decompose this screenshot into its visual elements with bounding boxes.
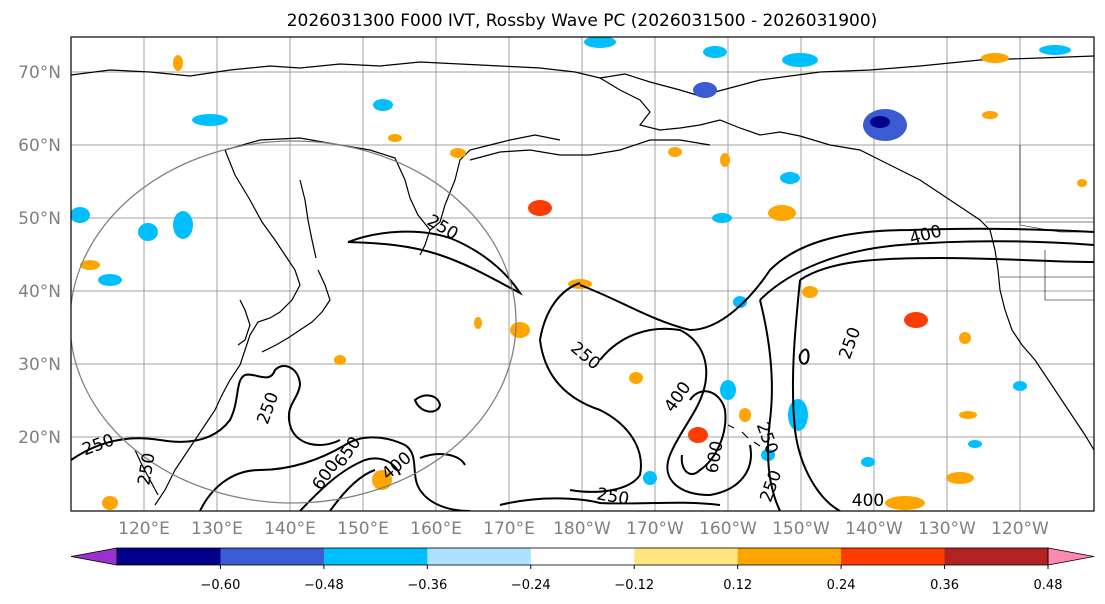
longitude-labels: 120°E 130°E 140°E 150°E 160°E 170°E 180°…	[118, 519, 1049, 539]
latitude-labels: 70°N 60°N 50°N 40°N 30°N 20°N	[18, 63, 61, 448]
colorbar-tick-label: 0.36	[930, 578, 959, 593]
colorbar-tick-label: −0.60	[201, 578, 241, 593]
colorbar-under-extension	[70, 547, 118, 566]
lat-label: 20°N	[18, 428, 61, 448]
lon-label: 150°E	[337, 519, 389, 539]
map-frame	[70, 36, 1095, 512]
colorbar-segment	[530, 548, 635, 565]
lon-label: 160°W	[699, 519, 757, 539]
contour-label: 400	[852, 491, 884, 511]
lon-label: 170°W	[626, 519, 684, 539]
lat-label: 40°N	[18, 282, 61, 302]
colorbar-tick-label: 0.12	[723, 578, 752, 593]
lon-label: 170°E	[483, 519, 535, 539]
map-title: 2026031300 F000 IVT, Rossby Wave PC (202…	[287, 11, 878, 31]
lon-label: 150°W	[772, 519, 830, 539]
colorbar-segment	[220, 548, 325, 565]
colorbar-over-extension	[1047, 547, 1095, 566]
colorbar-segment	[427, 548, 532, 565]
colorbar-segment	[117, 548, 221, 565]
colorbar-tick-label: −0.36	[407, 578, 447, 593]
map-panel: 250 250 250 250 250 250 250 250 400 400 …	[70, 36, 1095, 512]
ivt-contours	[71, 227, 1094, 511]
colorbar-segment	[634, 548, 739, 565]
borders	[985, 145, 1094, 301]
colorbar-segment	[841, 548, 946, 565]
lon-label: 140°W	[845, 519, 903, 539]
lat-label: 50°N	[18, 209, 61, 229]
lat-label: 30°N	[18, 355, 61, 375]
lon-label: 180°W	[553, 519, 611, 539]
lon-label: 160°E	[410, 519, 462, 539]
lon-label: 120°E	[118, 519, 170, 539]
lon-label: 130°W	[918, 519, 976, 539]
colorbar: −0.60 −0.48 −0.36 −0.24 −0.12 0.12 0.24 0.36 0.4…	[70, 547, 1095, 593]
lon-label: 120°W	[991, 519, 1049, 539]
colorbar-tick-label: 0.24	[827, 578, 856, 593]
lon-label: 130°E	[191, 519, 243, 539]
colorbar-segment	[737, 548, 842, 565]
colorbar-tick-label: −0.12	[614, 578, 654, 593]
colorbar-tick-label: −0.24	[511, 578, 551, 593]
lat-label: 70°N	[18, 63, 61, 83]
rossby-pc-patches	[71, 37, 1087, 510]
colorbar-segment	[944, 548, 1049, 565]
colorbar-tick-label: 0.48	[1034, 578, 1063, 593]
colorbar-frame	[116, 547, 1049, 566]
colorbar-segment	[323, 548, 428, 565]
lat-label: 60°N	[18, 136, 61, 156]
colorbar-tick-label: −0.48	[304, 578, 344, 593]
rossby-region-outline	[71, 140, 517, 504]
lon-label: 140°E	[264, 519, 316, 539]
